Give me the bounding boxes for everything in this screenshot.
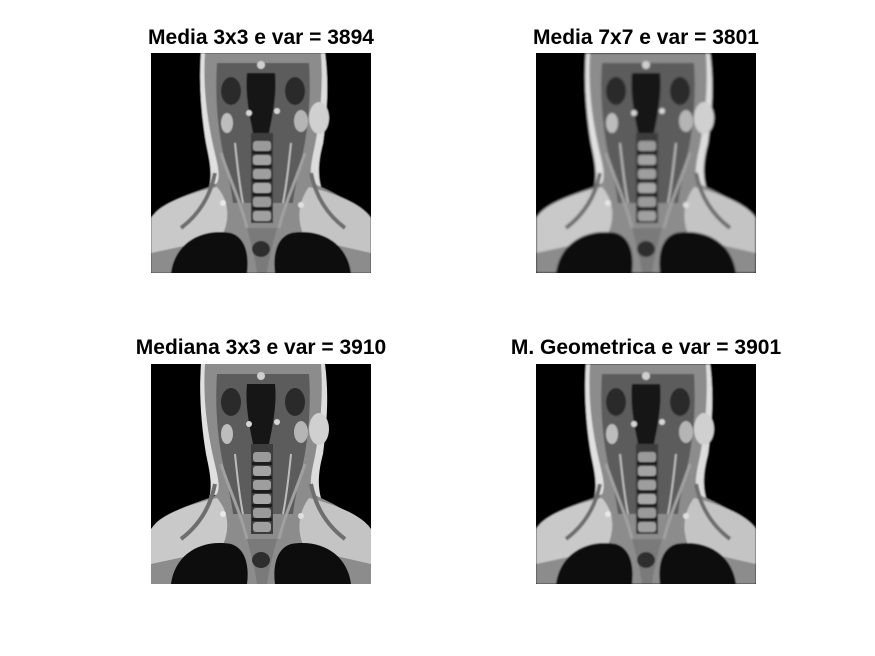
panel-title-m-geometrica: M. Geometrica e var = 3901 (510, 336, 782, 359)
mri-image-media-7x7 (536, 53, 756, 273)
panel-title-mediana-3x3: Mediana 3x3 e var = 3910 (135, 336, 387, 359)
mri-image-media-3x3 (151, 53, 371, 273)
mri-image-mediana-3x3 (151, 364, 371, 584)
panel-title-media-3x3: Media 3x3 e var = 3894 (148, 26, 374, 49)
mri-image-m-geometrica (536, 364, 756, 584)
panel-title-media-7x7: Media 7x7 e var = 3801 (533, 26, 759, 49)
